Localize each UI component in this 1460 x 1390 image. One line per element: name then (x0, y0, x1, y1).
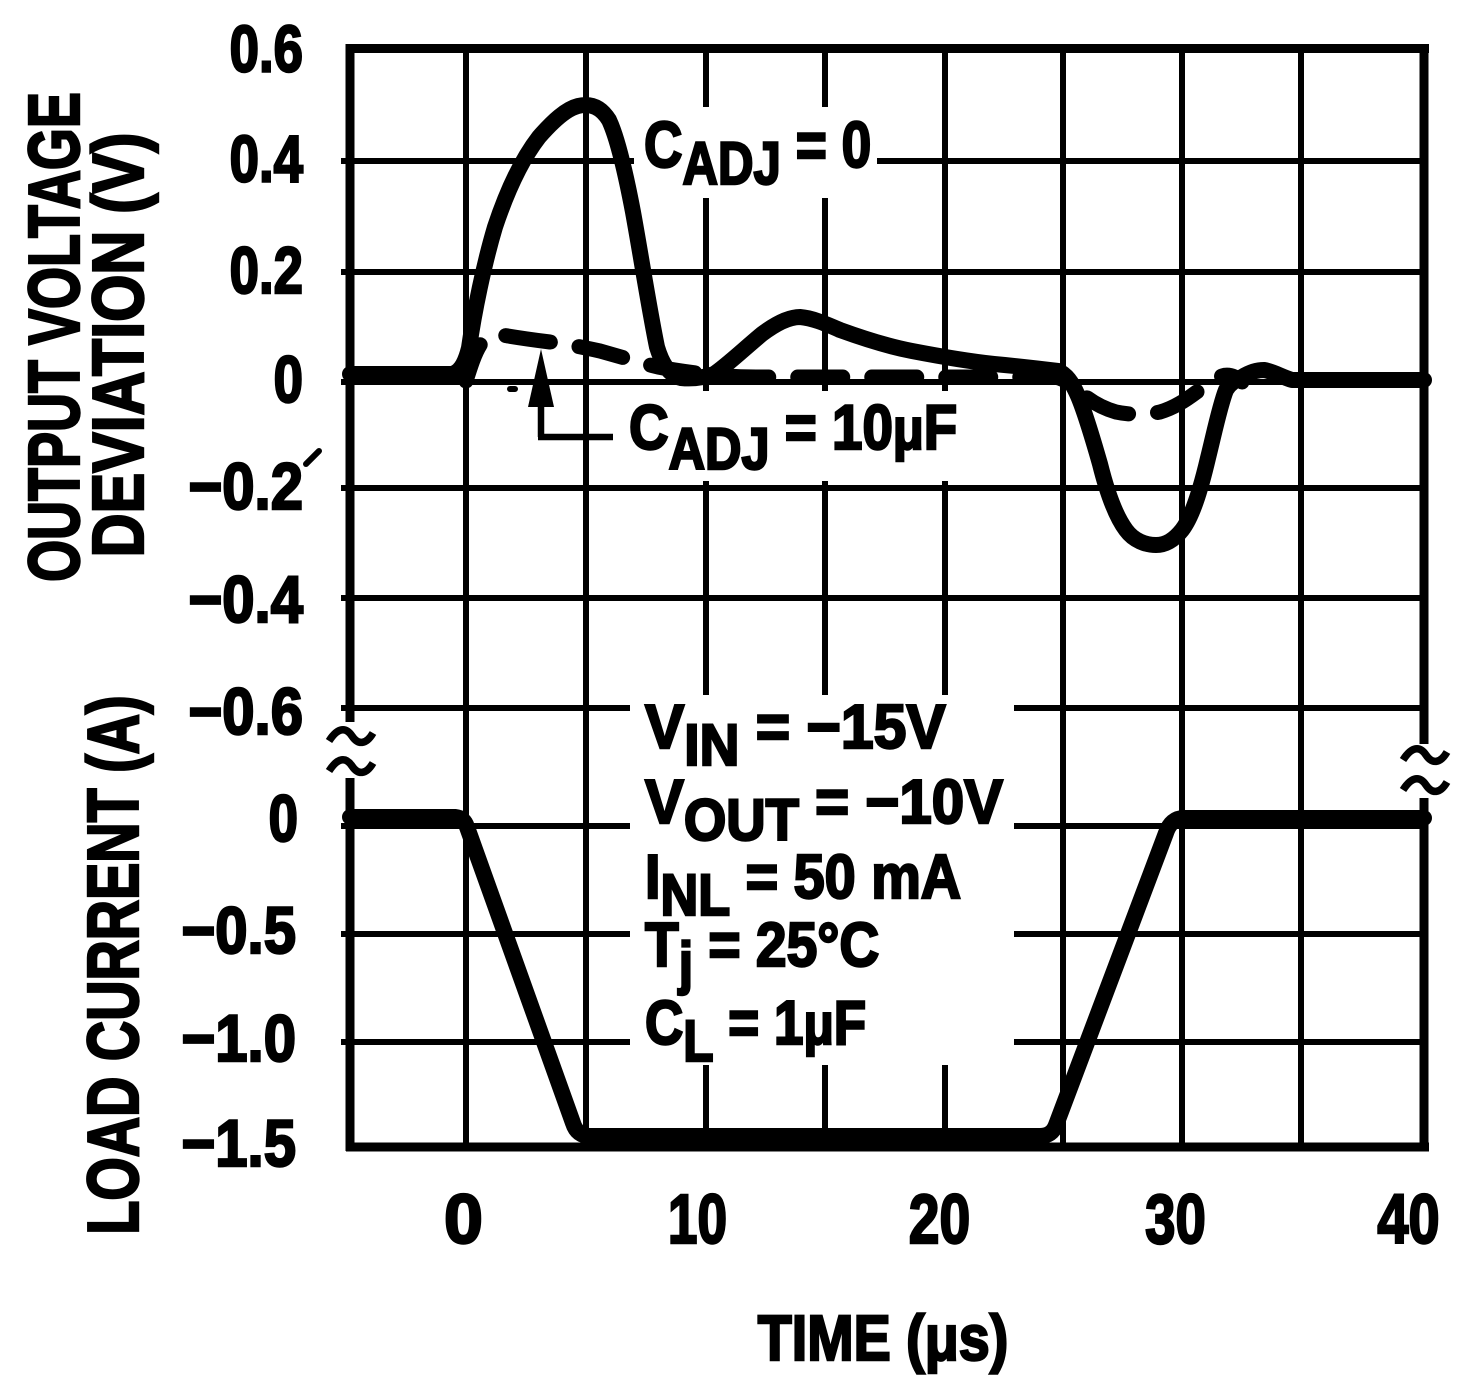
svg-text:40: 40 (1377, 1181, 1439, 1258)
svg-text:20: 20 (909, 1181, 971, 1259)
svg-text:TIME (μs): TIME (μs) (758, 1302, 1009, 1373)
svg-text:LOAD CURRENT (A): LOAD CURRENT (A) (73, 695, 153, 1234)
svg-text:OUTPUT VOLTAGE: OUTPUT VOLTAGE (15, 92, 95, 582)
svg-text:0.6: 0.6 (230, 12, 303, 86)
svg-text:0.2: 0.2 (230, 233, 303, 307)
svg-text:−1.0: −1.0 (181, 1003, 296, 1076)
svg-text:0.4: 0.4 (230, 122, 303, 196)
svg-text:−0.2: −0.2 (188, 451, 303, 524)
svg-text:30: 30 (1145, 1181, 1206, 1259)
svg-text:−0.5: −0.5 (181, 895, 296, 968)
svg-text:−1.5: −1.5 (181, 1108, 296, 1181)
svg-text:0: 0 (269, 781, 298, 855)
svg-text:0: 0 (444, 1180, 483, 1258)
svg-text:10: 10 (668, 1181, 727, 1259)
svg-text:0: 0 (274, 342, 303, 416)
svg-text:−0.6: −0.6 (188, 676, 303, 749)
svg-text:DEVIATION (V): DEVIATION (V) (79, 133, 159, 558)
svg-text:−0.4: −0.4 (188, 564, 303, 637)
